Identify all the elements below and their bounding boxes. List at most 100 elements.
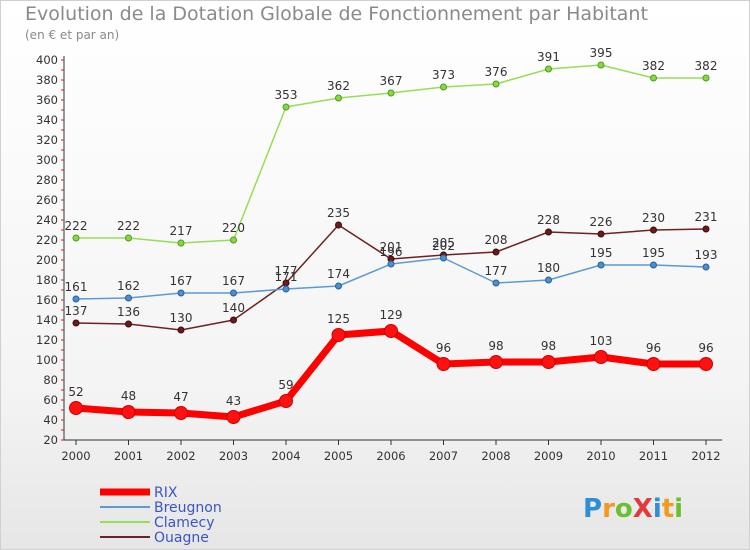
data-label-clamecy: 217 <box>170 224 193 238</box>
x-tick-label: 2003 <box>219 449 248 463</box>
data-label-rix: 129 <box>380 308 403 322</box>
data-point-breugnon <box>440 254 447 262</box>
data-label-rix: 98 <box>488 339 503 353</box>
y-tick-label: 360 <box>36 93 58 107</box>
data-point-rix <box>174 406 188 420</box>
brand-letter: X <box>633 494 653 524</box>
brand-logo: ProXiti <box>583 494 683 524</box>
data-label-clamecy: 382 <box>642 59 665 73</box>
axes <box>61 56 722 441</box>
data-label-ouagne: 205 <box>432 236 455 250</box>
y-tick-label: 200 <box>36 253 58 267</box>
data-point-ouagne <box>177 326 185 334</box>
data-label-ouagne: 177 <box>275 264 298 278</box>
data-point-ouagne <box>125 320 132 328</box>
data-point-clamecy <box>440 83 447 91</box>
data-label-rix: 48 <box>121 389 136 403</box>
data-label-clamecy: 362 <box>327 79 350 93</box>
data-label-ouagne: 231 <box>695 210 718 224</box>
x-tick-label: 2008 <box>481 449 510 463</box>
y-tick-label: 320 <box>36 133 58 147</box>
data-point-breugnon <box>282 285 290 293</box>
x-tick-label: 2007 <box>429 449 458 463</box>
data-labels: 222 222 217 220 353 362 367 373 376 391 395 382 382 1… <box>65 46 718 408</box>
data-label-breugnon: 196 <box>380 245 403 259</box>
data-label-ouagne: 230 <box>642 211 665 225</box>
data-label-clamecy: 367 <box>380 74 403 88</box>
data-point-rix <box>594 350 608 364</box>
data-point-rix <box>436 357 451 371</box>
x-tick-label: 2012 <box>691 449 720 463</box>
data-point-ouagne <box>492 248 500 256</box>
data-label-clamecy: 382 <box>695 59 718 73</box>
data-label-ouagne: 201 <box>380 240 403 254</box>
data-label-rix: 96 <box>698 341 713 355</box>
legend-label-clamecy: Clamecy <box>154 515 214 531</box>
x-tick-label: 2002 <box>166 449 195 463</box>
y-tick-label: 380 <box>36 73 58 87</box>
y-tick-label: 160 <box>36 293 58 307</box>
y-tick-label: 220 <box>36 233 58 247</box>
data-label-ouagne: 136 <box>117 305 140 319</box>
chart-title: Evolution de la Dotation Globale de Fonc… <box>25 3 648 25</box>
data-point-breugnon <box>72 295 80 303</box>
data-label-rix: 52 <box>68 385 83 399</box>
data-point-rix <box>331 328 346 342</box>
y-tick-label: 140 <box>36 313 58 327</box>
y-tick-label: 340 <box>36 113 58 127</box>
data-point-clamecy <box>650 74 657 82</box>
data-point-breugnon <box>492 279 500 287</box>
data-label-breugnon: 193 <box>695 248 718 262</box>
chart-subtitle: (en € et par an) <box>25 28 120 42</box>
y-tick-label: 120 <box>36 333 58 347</box>
data-point-clamecy <box>282 103 290 111</box>
data-label-breugnon: 174 <box>327 267 350 281</box>
y-tick-label: 240 <box>36 213 58 227</box>
data-point-ouagne <box>230 316 237 324</box>
data-label-breugnon: 180 <box>537 261 560 275</box>
series-group <box>69 61 713 424</box>
data-label-clamecy: 373 <box>432 68 455 82</box>
data-label-clamecy: 222 <box>65 219 88 233</box>
legend-label-rix: RIX <box>154 485 178 501</box>
x-tick-label: 2010 <box>586 449 615 463</box>
data-label-breugnon: 202 <box>432 239 455 253</box>
data-label-breugnon: 162 <box>117 279 140 293</box>
data-label-breugnon: 171 <box>275 270 298 284</box>
data-point-clamecy <box>230 236 237 244</box>
data-point-clamecy <box>597 61 605 69</box>
data-point-ouagne <box>545 228 552 236</box>
data-label-ouagne: 235 <box>327 206 350 220</box>
y-axis-ticks: 20 40 60 80 100 120 140 160 180 200 220 240 260 280 30… <box>36 53 58 447</box>
y-tick-label: 300 <box>36 153 58 167</box>
x-tick-label: 2011 <box>639 449 668 463</box>
brand-letter: o <box>615 494 633 524</box>
data-point-clamecy <box>492 80 500 88</box>
brand-letter: i <box>653 494 662 524</box>
data-point-ouagne <box>335 221 342 229</box>
data-label-rix: 96 <box>646 341 661 355</box>
data-label-ouagne: 226 <box>590 215 613 229</box>
data-point-breugnon <box>335 282 342 290</box>
data-label-rix: 43 <box>226 394 241 408</box>
legend-label-breugnon: Breugnon <box>154 500 222 516</box>
data-point-breugnon <box>387 260 395 268</box>
data-point-clamecy <box>177 239 185 247</box>
x-tick-label: 2005 <box>324 449 353 463</box>
brand-letter: t <box>662 494 674 524</box>
data-label-clamecy: 353 <box>275 88 298 102</box>
x-tick-label: 2004 <box>271 449 300 463</box>
data-label-ouagne: 208 <box>485 233 508 247</box>
data-label-rix: 47 <box>173 390 188 404</box>
data-point-clamecy <box>125 234 132 242</box>
data-point-breugnon <box>230 289 237 297</box>
data-point-clamecy <box>387 89 395 97</box>
data-point-rix <box>699 357 713 371</box>
data-point-rix <box>69 401 83 415</box>
data-point-breugnon <box>597 261 605 269</box>
data-point-rix <box>541 355 556 369</box>
data-label-ouagne: 130 <box>170 311 193 325</box>
data-point-clamecy <box>545 65 552 73</box>
y-tick-label: 180 <box>36 273 58 287</box>
